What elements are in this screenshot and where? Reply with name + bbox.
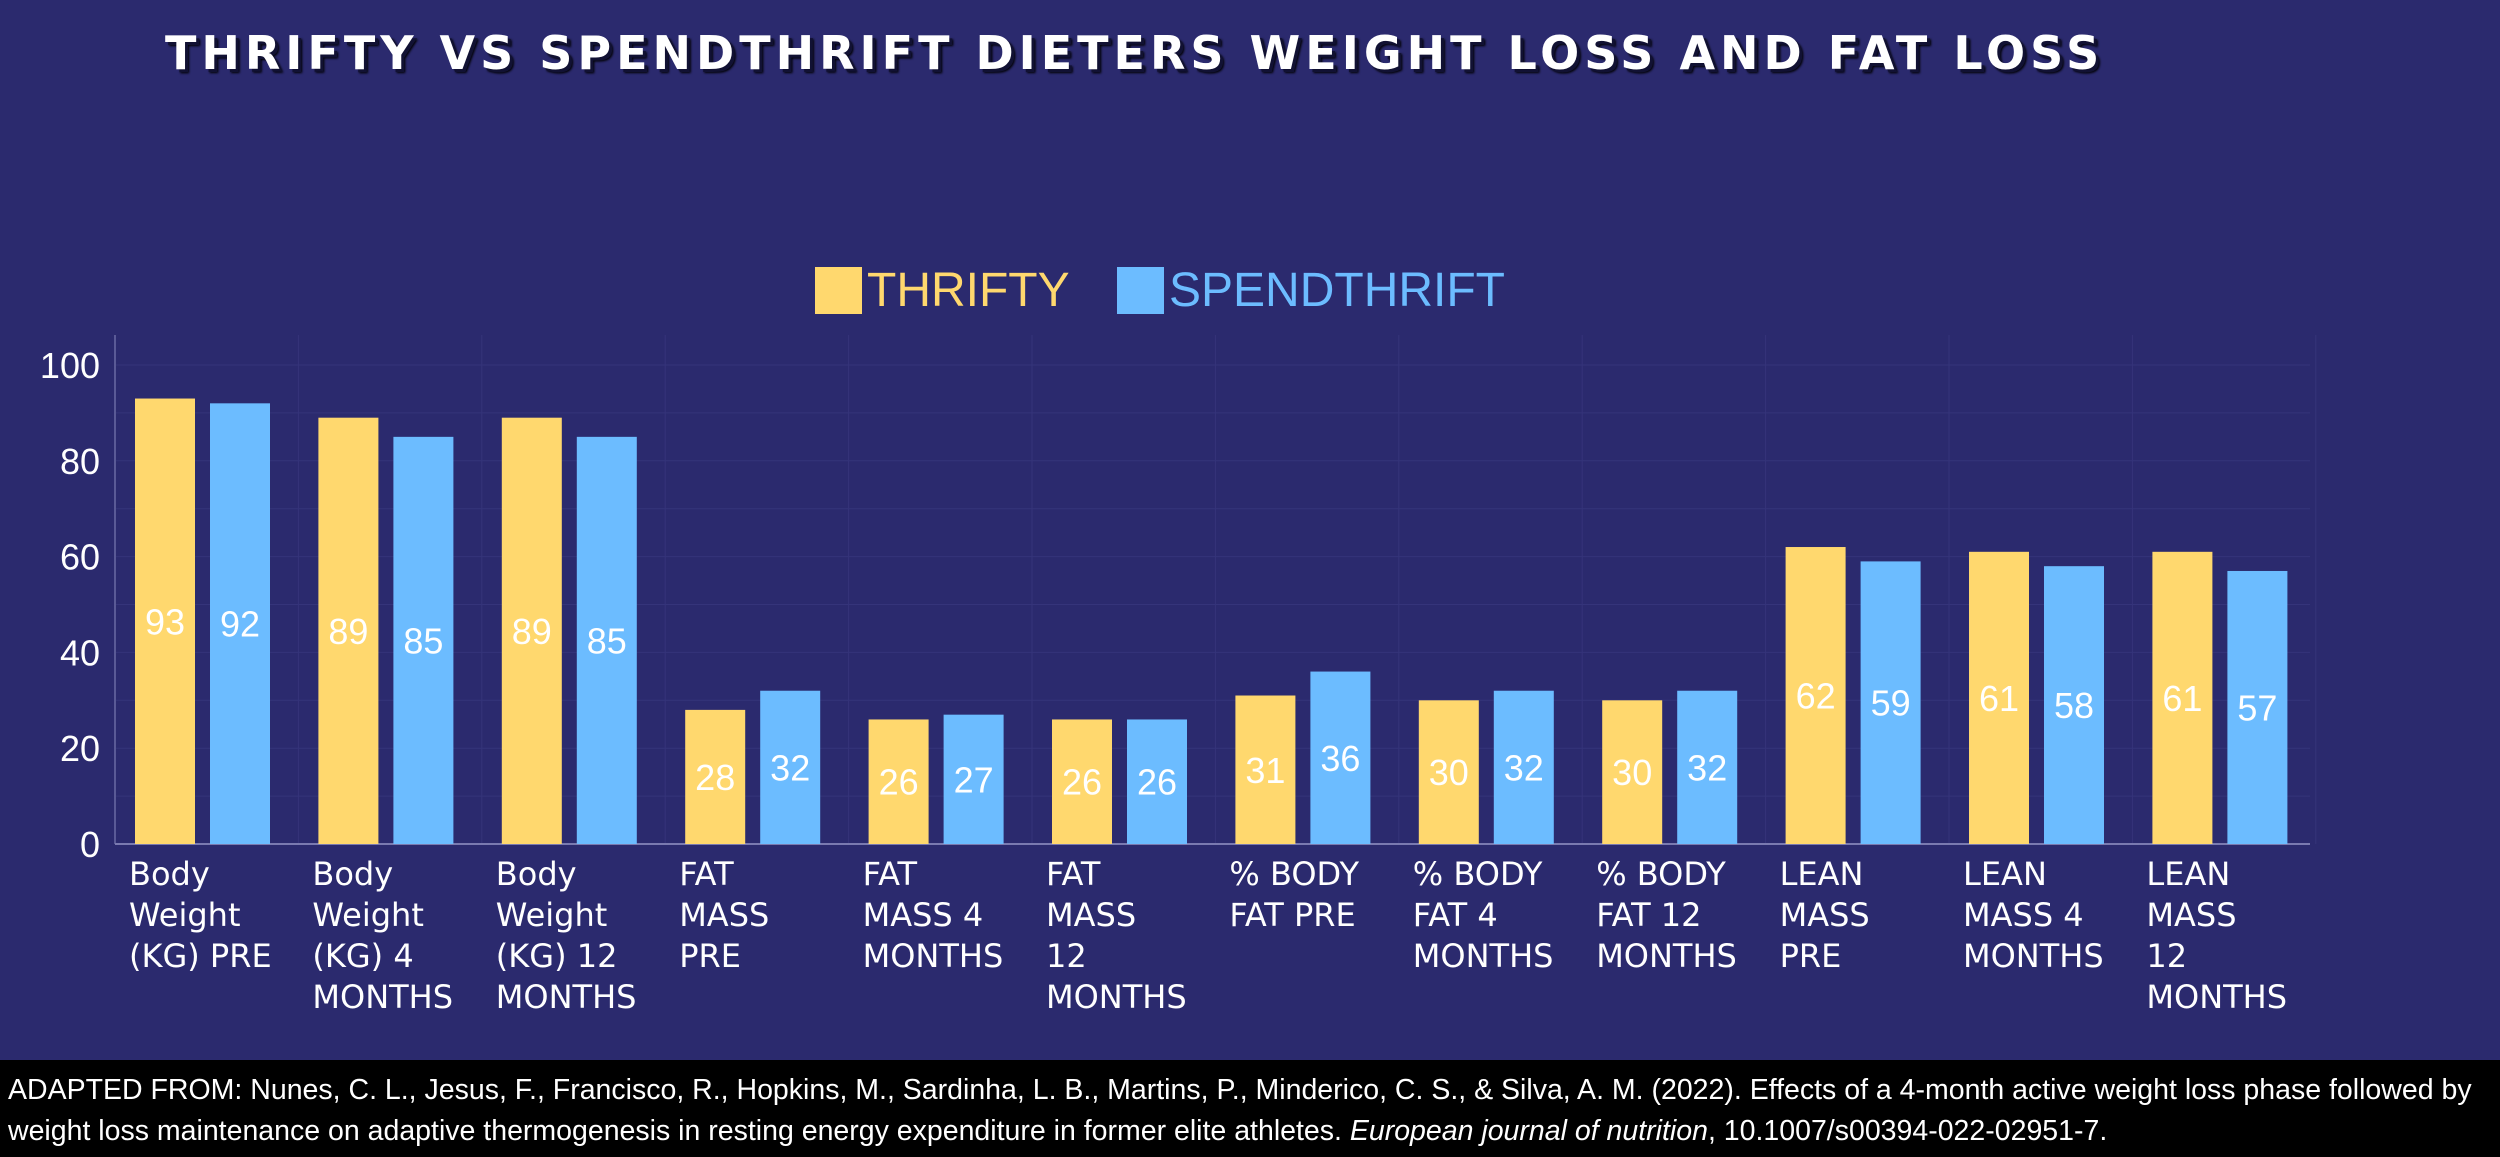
citation-footer: ADAPTED FROM: Nunes, C. L., Jesus, F., F… [0, 1060, 2500, 1157]
x-category-label: FAT MASS 4 MONTHS [863, 855, 1004, 975]
bar-spendthrift [393, 436, 454, 844]
data-label-thrifty: 31 [1245, 750, 1285, 791]
x-category-label: % BODY FAT PRE [1229, 855, 1359, 934]
data-label-thrifty: 28 [695, 757, 735, 798]
x-category-label: % BODY FAT 4 MONTHS [1413, 855, 1554, 975]
bar-thrifty [1785, 547, 1846, 844]
legend: THRIFTY SPENDTHRIFT [815, 264, 1505, 317]
x-category-label: Body Weight (KG) 12 MONTHS [496, 855, 637, 1016]
x-category-label: % BODY FAT 12 MONTHS [1596, 855, 1737, 975]
x-category-label: Body Weight (KG) PRE [129, 855, 272, 975]
data-label-spendthrift: 27 [954, 759, 994, 800]
bar-spendthrift [1127, 719, 1187, 844]
y-tick-label: 80 [60, 441, 100, 482]
data-label-thrifty: 61 [1979, 678, 2019, 719]
bars [135, 398, 2288, 844]
legend-label-spendthrift: SPENDTHRIFT [1169, 264, 1505, 317]
data-label-spendthrift: 85 [587, 620, 627, 661]
data-label-thrifty: 89 [512, 611, 552, 652]
y-tick-label: 60 [60, 537, 100, 578]
data-label-thrifty: 89 [328, 611, 368, 652]
x-category-label: FAT MASS 12 MONTHS [1046, 855, 1187, 1016]
bar-thrifty [1969, 551, 2029, 844]
bar-thrifty [318, 417, 379, 844]
data-label-thrifty: 26 [1062, 762, 1102, 803]
x-category-label: FAT MASS PRE [679, 855, 769, 975]
data-label-thrifty: 61 [2162, 678, 2202, 719]
x-axis-categories: Body Weight (KG) PRE Body Weight (KG) 4 MONTHS… [129, 855, 2287, 1016]
bar-spendthrift [943, 714, 1004, 844]
legend-swatch-spendthrift [1117, 267, 1164, 314]
bar-spendthrift [576, 436, 637, 844]
data-label-spendthrift: 32 [1504, 747, 1544, 788]
citation-text: ADAPTED FROM: Nunes, C. L., Jesus, F., F… [8, 1074, 2472, 1147]
bar-thrifty [1052, 719, 1112, 844]
x-category-label: Body Weight (KG) 4 MONTHS [312, 855, 453, 1016]
legend-swatch-thrifty [815, 267, 862, 314]
bar-thrifty [1235, 695, 1296, 844]
data-label-spendthrift: 58 [2054, 685, 2094, 726]
bar-spendthrift [2044, 566, 2104, 844]
data-label-thrifty: 30 [1429, 752, 1469, 793]
bar-spendthrift [210, 403, 270, 844]
data-labels: 93 89 89 28 26 26 31 30 30 62 61 61 92 85 85 32 27 26 36 32… [145, 601, 2277, 802]
bar-thrifty [501, 417, 562, 844]
citation-doi: , 10.1007/s00394-022-02951-7. [1707, 1115, 2108, 1147]
data-label-thrifty: 62 [1796, 676, 1836, 717]
y-axis: 0 20 40 60 80 100 [40, 335, 2310, 865]
bar-spendthrift [1493, 690, 1554, 844]
bar-spendthrift [760, 690, 821, 844]
bar-spendthrift [1677, 690, 1738, 844]
x-category-label: LEAN MASS 4 MONTHS [1963, 855, 2104, 975]
y-tick-label: 20 [60, 728, 100, 769]
bar-thrifty [135, 398, 195, 844]
page-title: THRIFTY VS SPENDTHRIFT DIETERS WEIGHT LO… [165, 26, 2105, 80]
data-label-spendthrift: 92 [220, 604, 260, 645]
data-label-spendthrift: 59 [1871, 683, 1911, 724]
data-label-thrifty: 30 [1612, 752, 1652, 793]
data-label-spendthrift: 26 [1137, 762, 1177, 803]
data-label-spendthrift: 85 [403, 620, 443, 661]
bar-spendthrift [2227, 570, 2288, 844]
bar-thrifty [685, 709, 746, 844]
data-label-spendthrift: 36 [1320, 738, 1360, 779]
y-tick-label: 0 [80, 824, 100, 865]
bar-thrifty [2152, 551, 2213, 844]
y-tick-label: 100 [40, 345, 100, 386]
bar-spendthrift [1860, 561, 1921, 844]
data-label-spendthrift: 32 [770, 747, 810, 788]
citation-journal: European journal of nutrition [1349, 1115, 1708, 1147]
bar-chart: 0 20 40 60 80 100 93 89 89 28 26 26 31 30 30 62 61 61 92 8… [40, 264, 2317, 1016]
data-label-thrifty: 26 [879, 762, 919, 803]
y-tick-label: 40 [60, 632, 100, 673]
data-label-spendthrift: 57 [2237, 687, 2277, 728]
x-category-label: LEAN MASS 12 MONTHS [2146, 855, 2287, 1016]
data-label-spendthrift: 32 [1687, 747, 1727, 788]
bar-thrifty [1418, 700, 1479, 844]
x-category-label: LEAN MASS PRE [1780, 855, 1870, 975]
bar-spendthrift [1310, 671, 1371, 844]
legend-label-thrifty: THRIFTY [867, 264, 1070, 317]
bar-thrifty [868, 719, 929, 844]
data-label-thrifty: 93 [145, 601, 185, 642]
bar-thrifty [1602, 700, 1663, 844]
